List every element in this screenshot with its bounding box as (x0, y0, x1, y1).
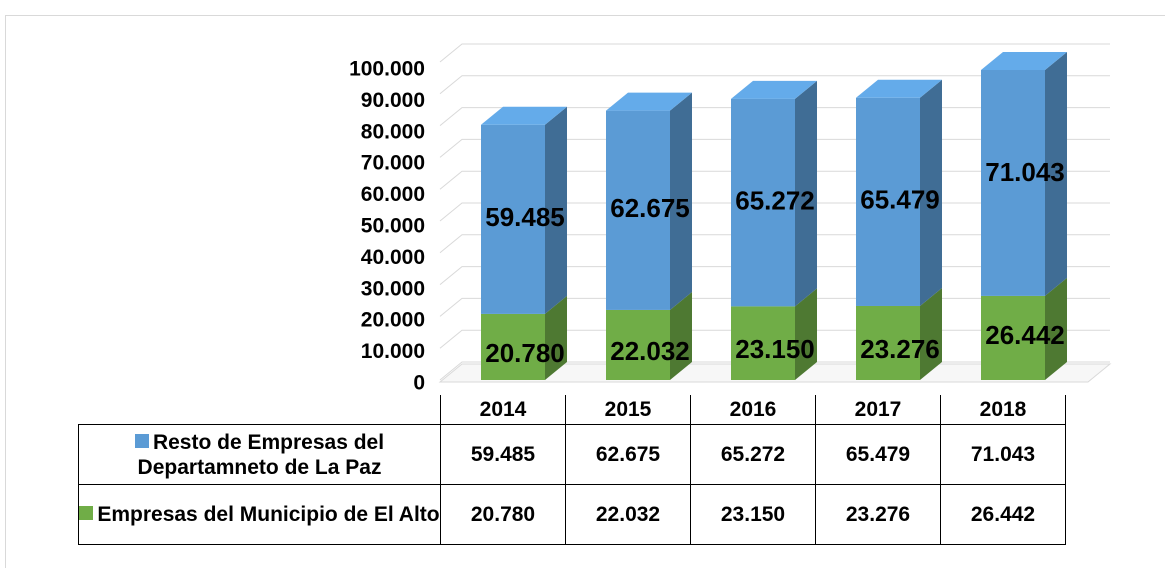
bar-side (670, 92, 692, 310)
bar-side (920, 287, 942, 380)
bar-side (795, 288, 817, 380)
legend-label: Empresas del Municipio de El Alto (97, 503, 440, 526)
bar-top (731, 80, 817, 99)
y-tick-label: 30.000 (361, 277, 425, 300)
bar-segment (981, 295, 1045, 380)
bar-side (545, 106, 567, 314)
bar-side (1045, 277, 1067, 380)
header-row: 2014 2015 2016 2017 2018 (79, 395, 1066, 425)
y-tick-label: 50.000 (361, 215, 425, 238)
bar-segment (856, 97, 920, 306)
x-tick-label: 2016 (690, 395, 816, 425)
data-label: 65.479 (860, 185, 940, 215)
bar-side (920, 79, 942, 306)
table-value: 20.780 (440, 484, 566, 545)
legend-entry: Resto de Empresas del Departamneto de La… (78, 424, 441, 485)
bar-segment (606, 309, 670, 380)
data-label: 59.485 (485, 202, 565, 232)
table-value: 23.150 (690, 484, 816, 545)
chart-frame (5, 15, 1165, 568)
bar-segment (731, 306, 795, 380)
legend-swatch (134, 433, 149, 448)
bar-top (606, 92, 692, 111)
x-tick-label: 2018 (940, 395, 1066, 425)
table-value: 26.442 (940, 484, 1066, 545)
y-tick-label: 70.000 (361, 152, 425, 175)
y-tick-label: 0 (413, 372, 425, 395)
data-label: 26.442 (985, 320, 1065, 350)
grid-line (439, 75, 1110, 95)
y-tick-label: 90.000 (361, 89, 425, 112)
data-label: 65.272 (735, 185, 815, 215)
bar-segment (981, 69, 1045, 296)
bar-top (481, 106, 567, 125)
bar-segment (481, 124, 545, 314)
legend-entry: Empresas del Municipio de El Alto (78, 484, 441, 545)
bar-side (545, 295, 567, 380)
bar-segment (856, 305, 920, 380)
bar-side (670, 291, 692, 380)
y-tick-label: 10.000 (361, 340, 425, 363)
x-tick-label: 2017 (815, 395, 941, 425)
series-row: Resto de Empresas del Departamneto de La… (78, 424, 1066, 485)
table-value: 65.272 (690, 424, 816, 485)
y-tick-label: 20.000 (361, 309, 425, 332)
table-value: 71.043 (940, 424, 1066, 485)
bar-segment (731, 98, 795, 307)
y-tick-label: 80.000 (361, 120, 425, 143)
data-label: 71.043 (985, 157, 1065, 187)
x-tick-label: 2015 (565, 395, 691, 425)
table-value: 59.485 (440, 424, 566, 485)
table-value: 22.032 (565, 484, 691, 545)
legend-swatch (79, 506, 94, 520)
data-label: 22.032 (610, 336, 690, 366)
bar-segment (481, 313, 545, 380)
data-table: 2014 2015 2016 2017 2018 Resto de Empresas de… (78, 395, 1066, 545)
bar-segment (606, 110, 670, 310)
data-label: 23.276 (860, 334, 940, 364)
data-label: 23.150 (735, 334, 815, 364)
y-tick-label: 40.000 (361, 246, 425, 269)
y-tick-label: 100.000 (349, 58, 425, 81)
table-value: 65.479 (815, 424, 941, 485)
grid-line (439, 43, 1110, 63)
bar-side (1045, 51, 1067, 296)
series-row: Empresas del Municipio de El Alto 20.780 2… (78, 484, 1066, 545)
y-tick-label: 60.000 (361, 183, 425, 206)
table-value: 62.675 (565, 424, 691, 485)
x-tick-label: 2014 (440, 395, 566, 425)
data-label: 62.675 (610, 193, 690, 223)
bar-top (981, 51, 1067, 70)
blank-cell (79, 395, 441, 425)
bar-top (856, 79, 942, 98)
legend-label: Resto de Empresas del Departamneto de La… (137, 430, 385, 479)
data-label: 20.780 (485, 338, 565, 368)
table-value: 23.276 (815, 484, 941, 545)
bar-side (795, 80, 817, 307)
